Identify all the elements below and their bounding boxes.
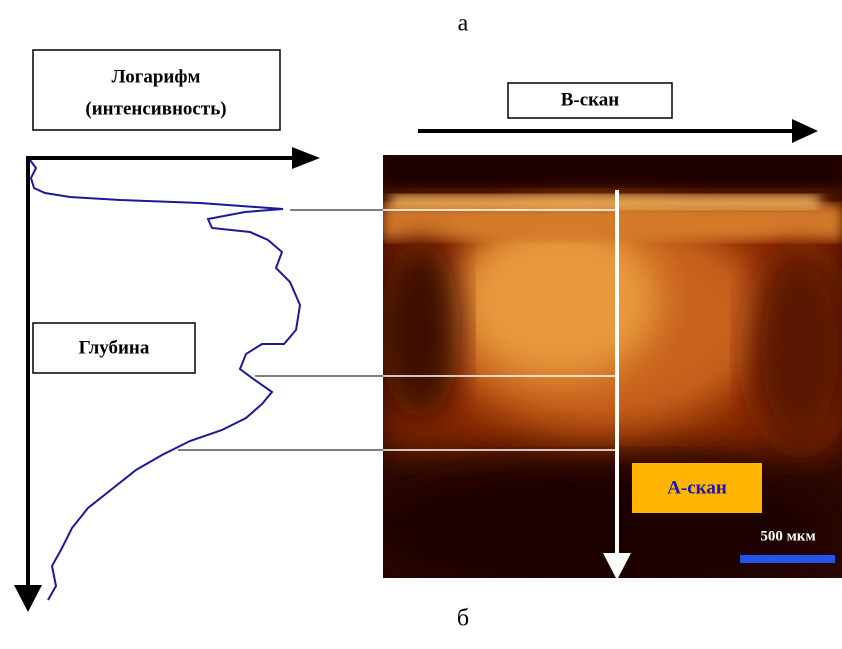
bscan-label: В-скан [561,89,620,110]
figure: а Логарифм (интенсивность) В-скан Глубин… [0,0,842,644]
intensity-label: (интенсивность) [85,98,226,119]
panel-label: а [458,11,469,37]
oct-image [370,155,842,590]
arrow-head [14,585,42,612]
panel-label: б [457,606,469,632]
depth-label: Глубина [79,337,150,358]
intensity-label: Логарифм [112,66,201,87]
arrow-head [292,147,320,169]
ascan-label: А-скан [667,477,727,498]
arrow-head [792,119,818,143]
scale-bar [740,555,835,563]
intensity-profile [30,160,300,600]
scale-label: 500 мкм [760,528,815,544]
